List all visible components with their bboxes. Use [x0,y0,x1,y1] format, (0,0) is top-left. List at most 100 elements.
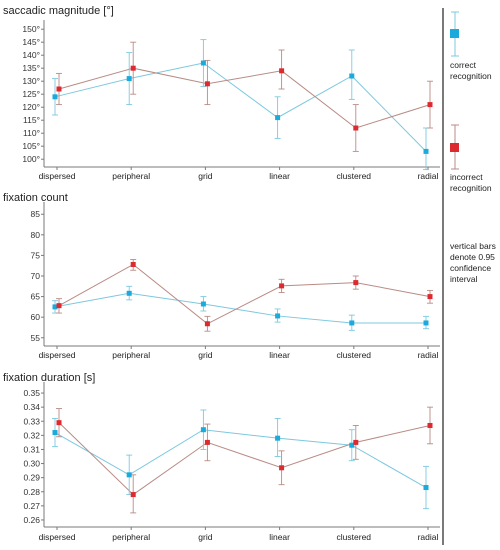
data-point-correct [275,115,281,121]
legend-note-3: confidence [450,263,491,273]
data-point-correct [52,94,58,100]
legend-correct-label-2: recognition [450,71,492,81]
x-tick-label: dispersed [39,171,76,181]
y-tick-label: 85 [31,209,41,219]
x-tick-label: clustered [337,350,372,360]
data-point-incorrect [56,420,62,426]
legend-correct-label-1: correct [450,60,477,70]
data-point-correct [423,148,429,154]
y-tick-label: 0.32 [23,430,40,440]
data-point-incorrect [353,125,359,131]
x-tick-label: radial [418,171,439,181]
y-tick-label: 0.29 [23,473,40,483]
y-tick-label: 0.30 [23,459,40,469]
data-point-incorrect [204,321,210,327]
data-point-incorrect [427,422,433,428]
data-point-incorrect [427,102,433,108]
x-tick-label: linear [269,350,290,360]
y-tick-label: 60 [31,312,41,322]
legend-incorrect-marker [450,143,459,152]
x-tick-label: radial [418,532,439,542]
data-point-correct [349,73,355,79]
data-point-incorrect [353,439,359,445]
data-point-incorrect [130,492,136,498]
data-point-correct [126,76,132,82]
y-tick-label: 75 [31,250,41,260]
y-tick-label: 140° [22,50,40,60]
y-tick-label: 125° [22,89,40,99]
y-tick-label: 100° [22,154,40,164]
x-tick-label: linear [269,171,290,181]
y-tick-label: 65 [31,292,41,302]
data-point-incorrect [204,81,210,87]
panel-3: fixation duration [s] 0.26 0.27 0.28 0.29 0.3… [3,372,440,542]
panels: saccadic magnitude [°] 100° 105° 110° 115° 12… [3,5,440,542]
y-tick-label: 110° [23,128,40,138]
data-point-correct [423,320,429,326]
data-point-correct [126,472,132,478]
data-point-incorrect [279,283,285,289]
legend-incorrect-label-1: incorrect [450,172,483,182]
data-point-incorrect [56,86,62,92]
legend: correct recognition incorrect recognitio… [450,11,496,284]
y-tick-label: 0.28 [23,487,40,497]
legend-note-2: denote 0.95 [450,252,495,262]
y-tick-label: 55 [31,333,41,343]
legend-incorrect-label-2: recognition [450,183,492,193]
x-tick-label: dispersed [39,532,76,542]
series-line-incorrect [58,422,431,496]
x-tick-label: peripheral [112,532,150,542]
x-tick-label: grid [198,171,212,181]
y-tick-label: 150° [22,24,40,34]
y-tick-label: 120° [22,102,40,112]
data-point-correct [126,290,132,296]
data-point-correct [200,301,206,307]
data-point-correct [349,442,355,448]
data-point-correct [200,60,206,66]
legend-note-4: interval [450,274,478,284]
series-line-correct [54,62,427,152]
data-point-correct [52,430,58,436]
data-point-correct [200,427,206,433]
x-tick-label: peripheral [112,350,150,360]
x-tick-label: clustered [337,532,372,542]
y-tick-label: 130° [22,76,40,86]
data-point-correct [423,485,429,491]
x-tick-label: linear [269,532,290,542]
panel-title: saccadic magnitude [°] [3,5,114,17]
panel-1: saccadic magnitude [°] 100° 105° 110° 115° 12… [3,5,440,181]
y-tick-label: 0.34 [23,402,40,412]
x-tick-label: clustered [337,171,372,181]
data-point-correct [52,304,58,310]
y-tick-label: 0.27 [23,501,40,511]
x-tick-label: dispersed [39,350,76,360]
data-point-incorrect [279,68,285,74]
panel-title: fixation count [3,192,68,204]
y-tick-label: 0.31 [23,444,40,454]
y-tick-label: 0.33 [23,416,40,426]
y-tick-label: 145° [22,37,40,47]
data-point-incorrect [130,65,136,71]
x-tick-label: grid [198,350,212,360]
data-point-correct [275,435,281,441]
panel-2: fixation count 55 60 65 70 75 80 85 dispersed per… [3,192,440,360]
legend-correct-marker [450,29,459,38]
data-point-incorrect [130,261,136,267]
series-line-correct [54,429,427,488]
data-point-incorrect [204,439,210,445]
data-point-incorrect [353,280,359,286]
data-point-incorrect [279,465,285,471]
x-tick-label: radial [418,350,439,360]
y-tick-label: 0.35 [23,388,40,398]
series-line-correct [54,292,426,324]
y-tick-label: 80 [31,230,41,240]
data-point-correct [349,320,355,326]
series-line-incorrect [58,67,431,129]
y-tick-label: 105° [22,141,40,151]
data-point-incorrect [56,303,62,309]
panel-title: fixation duration [s] [3,372,95,384]
legend-note-1: vertical bars [450,241,496,251]
y-tick-label: 115° [23,115,40,125]
y-tick-label: 70 [31,271,41,281]
